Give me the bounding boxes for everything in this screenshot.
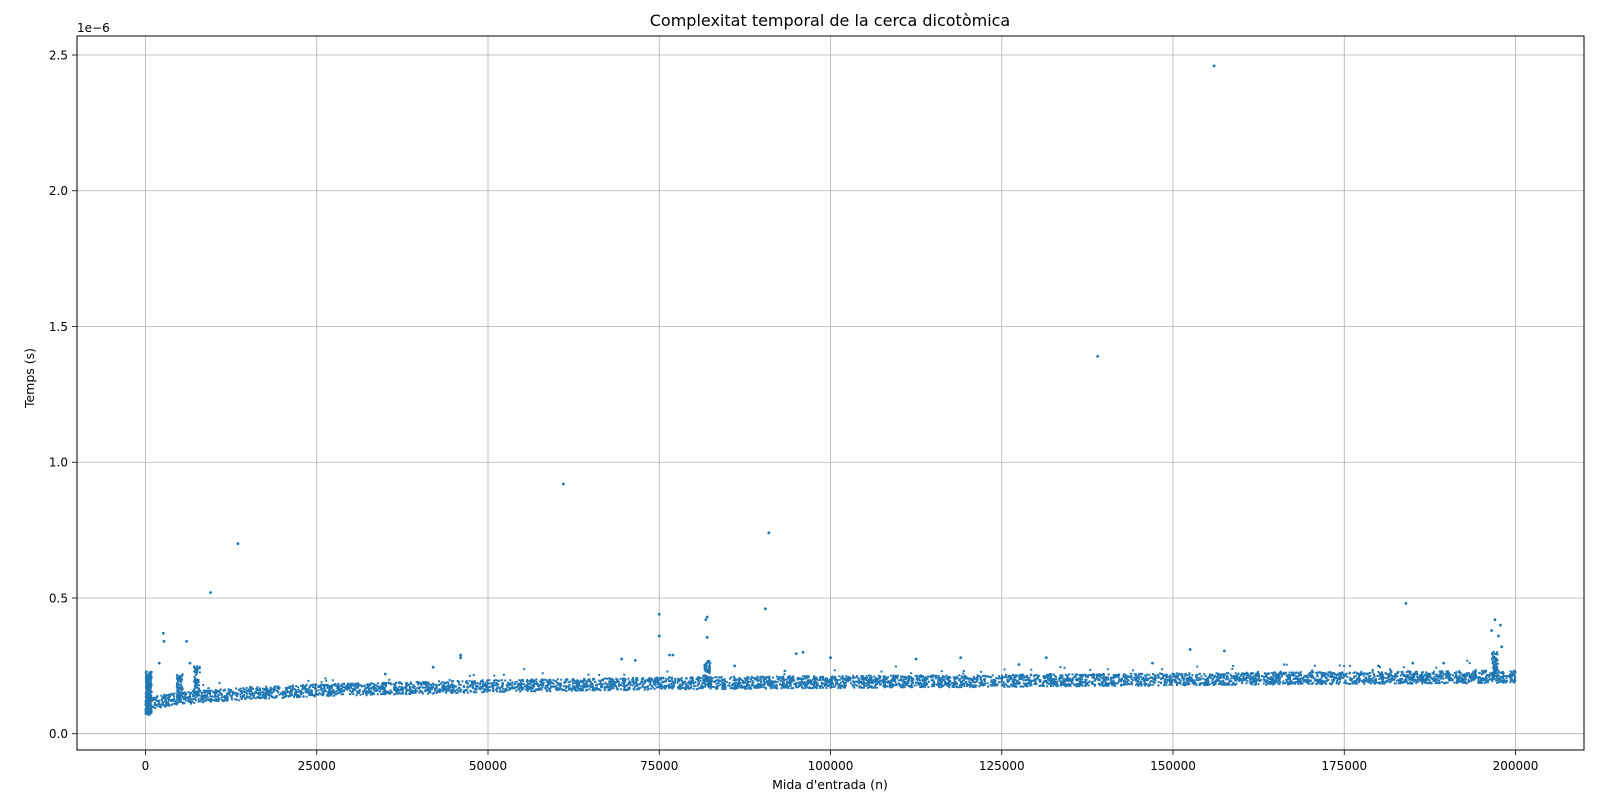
- outlier-point: [1500, 645, 1504, 649]
- measurement-points: [144, 651, 1517, 716]
- x-tick-label: 100000: [808, 759, 854, 773]
- outlier-point: [1017, 663, 1021, 666]
- outlier-point: [459, 656, 462, 660]
- outlier-point: [1377, 664, 1380, 668]
- outlier-point: [209, 591, 212, 594]
- outlier-point: [705, 615, 709, 619]
- y-tick-label: 1.0: [49, 456, 68, 470]
- outlier-point: [733, 664, 736, 668]
- outlier-point: [561, 482, 565, 486]
- points-layer: [144, 64, 1517, 716]
- outlier-point: [801, 650, 805, 654]
- outlier-point: [705, 635, 709, 639]
- outlier-point: [767, 531, 771, 535]
- outlier-point: [1442, 661, 1445, 665]
- outlier-point: [794, 652, 798, 656]
- y-offset-label: 1e−6: [77, 21, 110, 35]
- outlier-point: [829, 656, 832, 660]
- outlier-point: [668, 653, 671, 657]
- outlier-point: [1499, 623, 1502, 627]
- outlier-point: [1222, 649, 1226, 653]
- grid-layer: [77, 36, 1584, 750]
- x-tick-label: 0: [142, 759, 150, 773]
- y-tick-label: 0.0: [49, 727, 68, 741]
- x-tick-label: 50000: [469, 759, 507, 773]
- outlier-point: [633, 659, 637, 662]
- outlier-point: [1212, 64, 1216, 68]
- outlier-point: [1096, 354, 1100, 358]
- chart-title: Complexitat temporal de la cerca dicotòm…: [650, 11, 1010, 30]
- outlier-point: [1404, 601, 1408, 605]
- y-tick-label: 2.5: [49, 49, 68, 63]
- outlier-point: [959, 656, 963, 660]
- outlier-point: [1151, 661, 1154, 665]
- outlier-point: [1496, 634, 1500, 638]
- x-tick-label: 75000: [640, 759, 678, 773]
- outlier-point: [704, 618, 708, 622]
- outlier-point: [188, 661, 192, 665]
- outlier-point: [657, 634, 661, 638]
- x-axis-label: Mida d'entrada (n): [772, 777, 888, 792]
- outlier-point: [383, 672, 387, 676]
- x-tick-label: 150000: [1150, 759, 1196, 773]
- outlier-point: [1188, 648, 1192, 651]
- y-tick-label: 1.5: [49, 320, 68, 334]
- outlier-point: [1490, 629, 1493, 632]
- outlier-point: [162, 640, 166, 643]
- outlier-point: [459, 653, 462, 657]
- x-tick-label: 25000: [298, 759, 336, 773]
- outlier-point: [157, 661, 161, 665]
- x-tick-label: 175000: [1321, 759, 1367, 773]
- outlier-point: [431, 665, 435, 669]
- outlier-point: [671, 653, 675, 657]
- outlier-point: [1044, 656, 1048, 660]
- ticks-layer: 0 25000 50000 75000 100000 125000 150000 175000…: [49, 49, 1539, 773]
- outlier-point: [236, 542, 240, 546]
- y-tick-label: 2.0: [49, 184, 68, 198]
- outlier-point: [914, 657, 918, 661]
- outlier-point: [620, 657, 623, 661]
- y-axis-label: Temps (s): [22, 348, 37, 409]
- x-tick-label: 125000: [979, 759, 1025, 773]
- y-tick-label: 0.5: [49, 591, 68, 605]
- outlier-point: [764, 607, 767, 611]
- outlier-point: [657, 612, 661, 616]
- outlier-point: [1493, 618, 1497, 622]
- outlier-point: [161, 631, 165, 635]
- x-tick-label: 200000: [1493, 759, 1539, 773]
- outlier-point: [1411, 661, 1415, 665]
- outlier-point: [185, 640, 189, 643]
- outlier-point: [1492, 650, 1495, 654]
